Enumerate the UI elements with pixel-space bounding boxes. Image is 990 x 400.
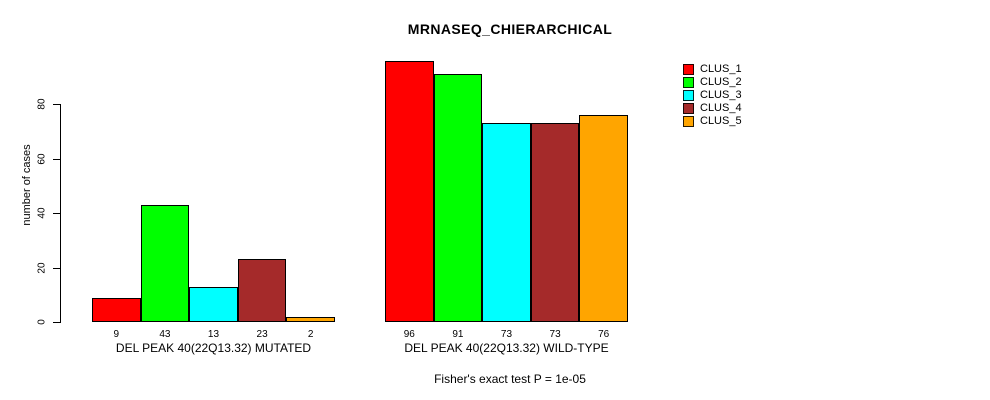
y-axis-line (60, 104, 61, 323)
legend-item-clus_5: CLUS_5 (683, 115, 742, 128)
y-axis-tick-label: 20 (36, 262, 48, 274)
annotation-text: Fisher's exact test P = 1e-05 (434, 372, 586, 386)
bar-clus_3-group1 (189, 286, 238, 322)
y-axis-tick-label: 0 (36, 319, 48, 325)
legend-item-clus_4: CLUS_4 (683, 102, 742, 115)
legend: CLUS_1 CLUS_2 CLUS_3 CLUS_4 CLUS_5 (683, 63, 742, 128)
group-label-1: DEL PEAK 40(22Q13.32) MUTATED (115, 341, 312, 355)
y-axis-tick-label: 40 (36, 207, 48, 219)
y-axis-tick (53, 158, 60, 160)
group-label-2: DEL PEAK 40(22Q13.32) WILD-TYPE (404, 341, 609, 355)
bar-clus_5-group1 (286, 316, 335, 322)
legend-label: CLUS_2 (700, 76, 742, 88)
legend-item-clus_1: CLUS_1 (683, 63, 742, 76)
legend-swatch-icon (683, 103, 694, 114)
legend-item-clus_2: CLUS_2 (683, 76, 742, 89)
bar-value-label: 9 (113, 329, 120, 340)
bar-clus_3-group2 (482, 123, 531, 322)
bar-clus_4-group1 (237, 259, 287, 322)
y-axis-tick-label: 60 (36, 153, 48, 165)
legend-label: CLUS_4 (700, 102, 742, 114)
bar-value-label: 76 (598, 329, 610, 340)
y-axis-tick (53, 213, 60, 215)
legend-label: CLUS_3 (700, 89, 742, 101)
y-axis-tick-label: 80 (36, 98, 48, 110)
bar-value-label: 2 (307, 329, 314, 340)
bar-clus_2-group1 (140, 205, 190, 322)
legend-swatch-icon (683, 77, 694, 88)
y-axis-label: number of cases (21, 144, 33, 226)
bar-clus_1-group2 (385, 60, 434, 322)
y-axis-tick (53, 104, 60, 106)
y-axis-tick (53, 267, 60, 269)
y-axis-tick (53, 322, 60, 323)
legend-swatch-icon (683, 64, 694, 75)
legend-label: CLUS_1 (700, 63, 742, 75)
bar-value-label: 23 (256, 329, 268, 340)
legend-swatch-icon (683, 90, 694, 101)
bar-value-label: 73 (549, 329, 561, 340)
legend-item-clus_3: CLUS_3 (683, 89, 742, 102)
bar-value-label: 91 (452, 329, 464, 340)
bar-clus_2-group2 (433, 74, 483, 322)
bar-clus_4-group2 (530, 123, 580, 322)
bar-value-label: 96 (403, 329, 415, 340)
bar-clus_1-group1 (92, 297, 141, 322)
bar-value-label: 43 (159, 329, 171, 340)
legend-swatch-icon (683, 116, 694, 127)
legend-label: CLUS_5 (700, 115, 742, 127)
chart-title: MRNASEQ_CHIERARCHICAL (407, 21, 613, 37)
bar-value-label: 73 (500, 329, 513, 340)
bar-clus_5-group2 (579, 115, 628, 322)
bar-value-label: 13 (207, 329, 220, 340)
